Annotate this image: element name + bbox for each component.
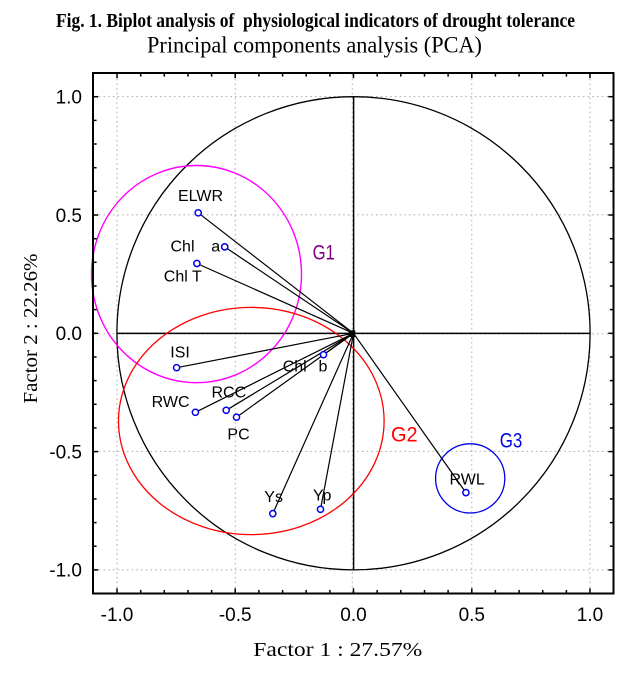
svg-text:Chl: Chl — [283, 358, 307, 375]
svg-text:RWC: RWC — [152, 394, 190, 411]
svg-text:0.0: 0.0 — [56, 324, 82, 345]
svg-text:0.5: 0.5 — [56, 206, 82, 227]
svg-text:1.0: 1.0 — [56, 88, 82, 109]
svg-text:Factor 1 : 27.57%: Factor 1 : 27.57% — [253, 639, 422, 661]
svg-text:ELWR: ELWR — [178, 188, 223, 205]
svg-text:ISI: ISI — [170, 344, 190, 361]
svg-text:-1.0: -1.0 — [49, 561, 82, 582]
svg-text:Chl T: Chl T — [164, 268, 202, 285]
svg-text:Fig. 1. Biplot analysis of ph: Fig. 1. Biplot analysis of physiological… — [56, 10, 575, 32]
svg-text:Yp: Yp — [313, 487, 331, 504]
svg-text:G3: G3 — [500, 430, 523, 453]
svg-text:Factor 2 : 22.26%: Factor 2 : 22.26% — [20, 254, 42, 404]
svg-text:a: a — [211, 239, 220, 256]
svg-text:b: b — [319, 358, 328, 375]
svg-text:Chl: Chl — [171, 239, 195, 256]
svg-text:G2: G2 — [391, 424, 418, 447]
svg-text:PC: PC — [227, 427, 249, 444]
svg-text:RCC: RCC — [212, 384, 247, 401]
svg-text:1.0: 1.0 — [577, 605, 603, 626]
svg-text:Ys: Ys — [264, 489, 283, 506]
svg-text:G1: G1 — [313, 242, 335, 265]
svg-text:RWL: RWL — [450, 471, 485, 488]
svg-text:0.0: 0.0 — [340, 605, 366, 626]
svg-text:-1.0: -1.0 — [101, 605, 134, 626]
svg-text:-0.5: -0.5 — [49, 442, 82, 463]
svg-text:-0.5: -0.5 — [219, 605, 252, 626]
svg-text:0.5: 0.5 — [459, 605, 485, 626]
svg-text:Principal components analysis: Principal components analysis (PCA) — [147, 33, 482, 58]
